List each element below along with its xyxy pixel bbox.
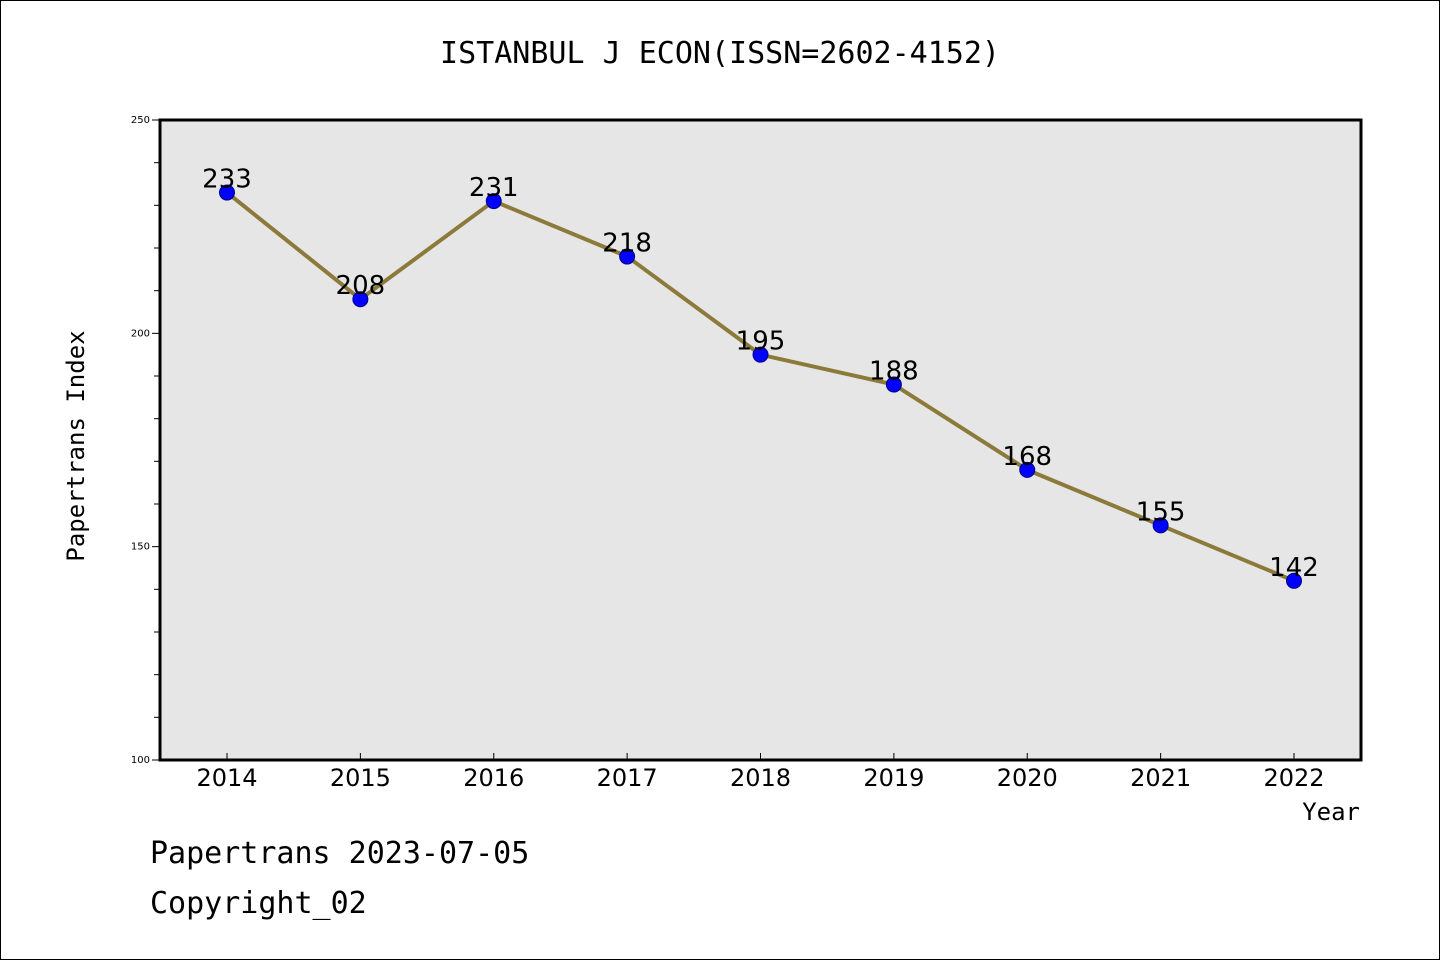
y-tick-label: 200	[131, 328, 150, 339]
data-label: 142	[1269, 553, 1319, 583]
y-tick-label: 250	[131, 115, 150, 126]
footer-source: Papertrans 2023-07-05	[150, 836, 530, 871]
y-tick-label: 100	[131, 755, 150, 766]
data-label: 218	[602, 229, 652, 259]
x-tick-label: 2020	[997, 764, 1058, 792]
data-label: 168	[1002, 442, 1052, 472]
x-tick-label: 2019	[863, 764, 924, 792]
x-tick-label: 2022	[1263, 764, 1324, 792]
x-tick-label: 2015	[330, 764, 391, 792]
x-axis: 2014 2015 2016 2017 2018 2019 2020 2021 2022	[196, 753, 1325, 792]
x-axis-label: Year	[1302, 798, 1360, 826]
data-point	[485, 193, 502, 210]
footer-copyright: Copyright_02	[150, 886, 367, 921]
data-point	[1019, 461, 1036, 478]
data-point	[352, 291, 369, 308]
x-tick-label: 2014	[196, 764, 257, 792]
data-label: 155	[1136, 497, 1186, 527]
plot-border	[158, 118, 1363, 762]
data-point	[885, 376, 902, 393]
y-tick-label: 150	[131, 542, 150, 553]
data-point	[1152, 517, 1169, 534]
x-tick-label: 2017	[597, 764, 658, 792]
data-markers	[219, 184, 1302, 589]
data-label: 231	[469, 173, 519, 203]
data-label: 208	[336, 271, 386, 301]
data-labels: 233 208 231 218 195 188 168 155 142	[202, 165, 1319, 583]
data-point	[619, 248, 636, 265]
y-axis: 100 150 200 250	[131, 115, 160, 766]
chart-title: ISTANBUL J ECON(ISSN=2602-4152)	[440, 36, 1000, 71]
data-label: 188	[869, 357, 919, 387]
data-point	[752, 346, 769, 363]
plot-area	[160, 120, 1361, 760]
data-label: 195	[736, 327, 786, 357]
x-tick-label: 2021	[1130, 764, 1191, 792]
data-point	[1286, 572, 1302, 589]
data-label: 233	[202, 165, 252, 195]
data-point	[219, 184, 235, 201]
x-tick-label: 2016	[463, 764, 524, 792]
x-tick-label: 2018	[730, 764, 791, 792]
